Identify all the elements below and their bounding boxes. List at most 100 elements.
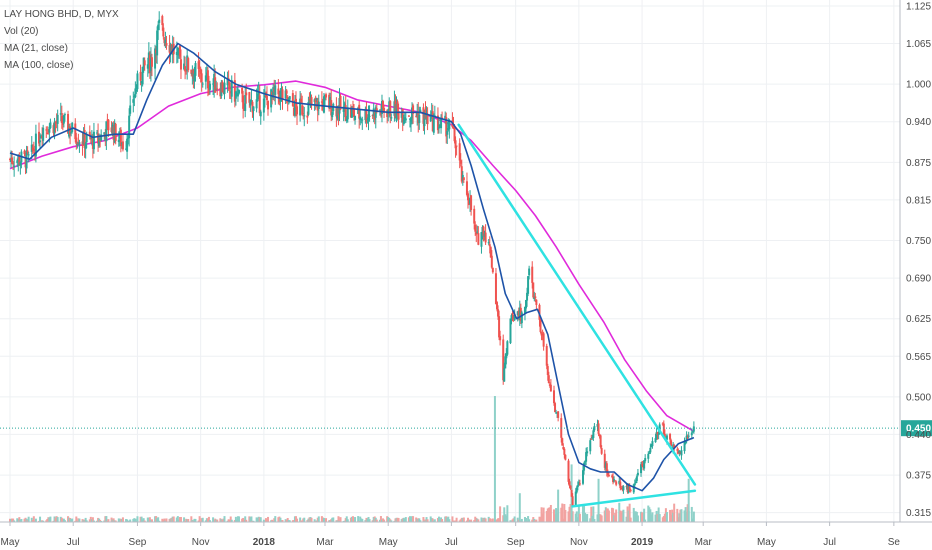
candle-body bbox=[535, 299, 538, 305]
volume-bar bbox=[372, 516, 375, 522]
volume-bar bbox=[263, 520, 266, 522]
candle-body bbox=[564, 454, 567, 460]
candle-body bbox=[576, 485, 579, 488]
candle-body bbox=[285, 90, 288, 94]
volume-bar bbox=[670, 514, 673, 522]
candle-body bbox=[192, 69, 195, 79]
volume-bar bbox=[677, 517, 680, 522]
candle-body bbox=[186, 55, 189, 71]
volume-bar bbox=[552, 509, 555, 522]
volume-bar bbox=[679, 509, 682, 522]
candle-body bbox=[599, 435, 602, 448]
candle-body bbox=[423, 111, 426, 127]
volume-bar bbox=[498, 518, 501, 522]
volume-bar bbox=[430, 517, 433, 522]
time-tick-label: Jul bbox=[67, 537, 80, 548]
volume-bar bbox=[596, 514, 599, 522]
volume-bar bbox=[194, 518, 197, 522]
candle-body bbox=[185, 70, 188, 72]
volume-bar bbox=[651, 512, 654, 522]
candle-body bbox=[48, 126, 51, 133]
volume-bar bbox=[74, 520, 77, 522]
volume-bar bbox=[252, 520, 255, 522]
candle-body bbox=[568, 481, 571, 486]
candle-body bbox=[75, 137, 78, 144]
candle-body bbox=[212, 83, 215, 85]
candle-body bbox=[262, 98, 265, 113]
candle-body bbox=[68, 127, 71, 137]
volume-bar bbox=[440, 517, 443, 522]
volume-bar bbox=[114, 520, 117, 522]
volume-bar bbox=[82, 519, 85, 522]
candle-body bbox=[597, 423, 600, 434]
volume-bar bbox=[273, 518, 276, 522]
trendlines[interactable] bbox=[457, 123, 697, 508]
volume-bar bbox=[683, 510, 686, 522]
volume-bar bbox=[56, 517, 59, 522]
legend-ma21[interactable]: MA (21, close) bbox=[4, 43, 68, 54]
volume-bar bbox=[513, 516, 516, 522]
candle-body bbox=[371, 115, 374, 117]
volume-bar bbox=[190, 516, 193, 522]
volume-bar bbox=[564, 509, 567, 522]
candle-body bbox=[230, 80, 233, 97]
ma21-line bbox=[9, 42, 695, 492]
price-tick-label: 0.625 bbox=[906, 314, 931, 325]
candle-body bbox=[621, 488, 624, 490]
legend-ma100[interactable]: MA (100, close) bbox=[4, 60, 74, 71]
candle-body bbox=[112, 126, 115, 140]
candle-body bbox=[386, 110, 389, 117]
price-tick-label: 1.125 bbox=[906, 2, 931, 13]
volume-bar bbox=[308, 517, 311, 522]
time-tick-label: May bbox=[757, 537, 776, 548]
candle-body bbox=[488, 244, 491, 247]
candle-body bbox=[432, 118, 435, 133]
candle-body bbox=[468, 200, 471, 205]
candle-body bbox=[552, 390, 555, 404]
candle-body bbox=[584, 461, 587, 463]
volume-bar bbox=[600, 515, 603, 522]
volume-bar bbox=[155, 516, 158, 522]
candle-body bbox=[390, 117, 393, 119]
time-tick-label: Nov bbox=[570, 537, 588, 548]
volume-bar bbox=[301, 520, 304, 522]
volume-bar bbox=[192, 520, 195, 522]
time-tick-label: May bbox=[379, 537, 398, 548]
volume-bar bbox=[367, 516, 370, 522]
price-tick-label: 0.875 bbox=[906, 158, 931, 169]
candle-body bbox=[11, 157, 14, 164]
volume-bar bbox=[648, 507, 651, 522]
volume-bar bbox=[24, 517, 27, 522]
volume-bar bbox=[346, 519, 349, 522]
volume-bar bbox=[657, 507, 660, 522]
candle-body bbox=[353, 108, 356, 117]
volume-bar bbox=[332, 517, 335, 522]
legend-symbol[interactable]: LAY HONG BHD, D, MYX bbox=[4, 9, 119, 20]
volume-bar bbox=[42, 520, 45, 522]
volume-bar bbox=[227, 519, 230, 522]
volume-bar bbox=[401, 518, 404, 522]
legend-volume[interactable]: Vol (20) bbox=[4, 26, 39, 37]
volume-bar bbox=[215, 519, 218, 522]
candle-body bbox=[690, 432, 693, 436]
candle-body bbox=[585, 452, 588, 462]
volume-bar bbox=[171, 516, 174, 522]
volume-bar bbox=[175, 517, 178, 522]
candle-body bbox=[643, 460, 646, 469]
volume-bar bbox=[494, 520, 497, 522]
volume-bar bbox=[61, 518, 64, 522]
volume-bar bbox=[426, 519, 429, 522]
last-price-line: 0.450 bbox=[0, 420, 932, 437]
volume-bar bbox=[83, 519, 86, 522]
candle-body bbox=[135, 89, 138, 92]
volume-bar bbox=[287, 520, 290, 522]
volume-bar bbox=[578, 513, 581, 522]
volume-bars bbox=[9, 396, 695, 522]
volume-bar bbox=[585, 514, 588, 522]
candle-body bbox=[629, 489, 632, 492]
volume-bar bbox=[371, 520, 374, 522]
candle-body bbox=[164, 40, 167, 46]
candle-body bbox=[470, 195, 473, 211]
volume-bar bbox=[248, 516, 251, 522]
